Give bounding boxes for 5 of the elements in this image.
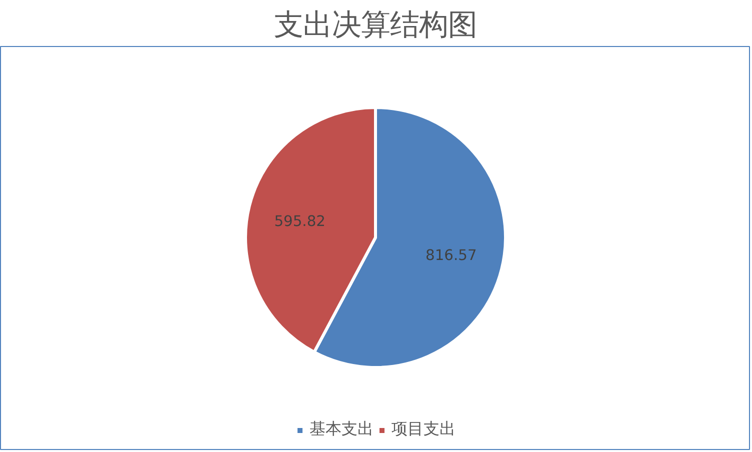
data-label: 816.57 xyxy=(426,247,477,264)
data-label: 595.82 xyxy=(274,212,326,230)
legend-label: 项目支出 xyxy=(392,419,456,440)
chart-title: 支出决算结构图 xyxy=(274,8,477,42)
legend-label: 基本支出 xyxy=(310,419,374,440)
